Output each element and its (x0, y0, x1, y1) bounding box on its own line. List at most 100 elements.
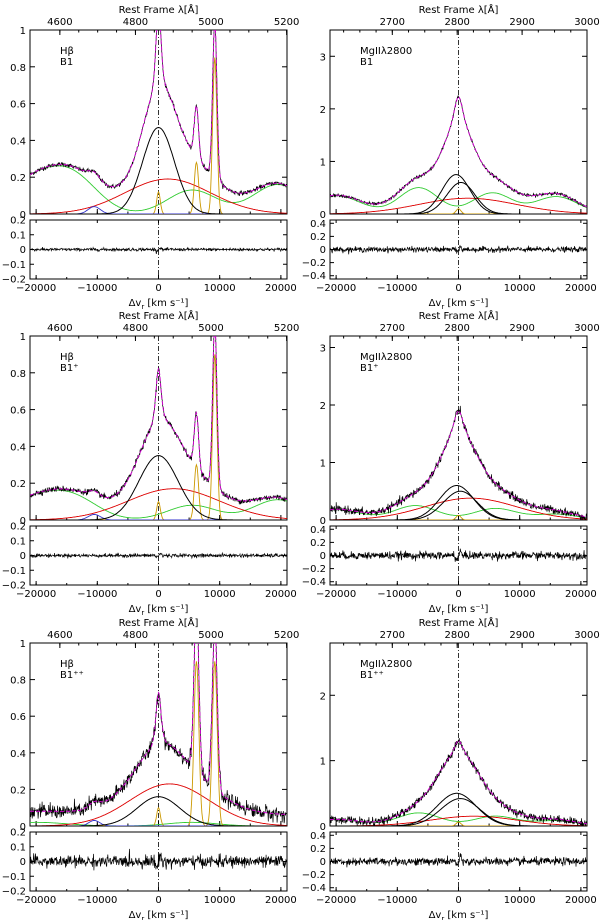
broad-component-line (330, 485, 587, 520)
y-tick-label: 0 (320, 822, 326, 833)
y-tick-label: 0 (20, 516, 26, 527)
plot-area (330, 738, 587, 826)
model-fit-line (330, 96, 587, 208)
plot-area (30, 643, 287, 826)
y-tick-label: 1 (320, 757, 326, 768)
top-tick-label: 4800 (123, 17, 148, 28)
residual-line (330, 244, 587, 255)
residual-line (330, 548, 587, 562)
broad-component-line (330, 490, 587, 520)
narrow-component-line (330, 514, 587, 520)
resid-y-tick-label: 0.2 (310, 538, 326, 549)
top-tick-label: 3000 (574, 630, 599, 641)
narrow-component-line (30, 806, 287, 826)
panel-bin-name: B1⁺⁺ (360, 670, 384, 681)
y-tick-label: 3 (320, 52, 326, 63)
top-tick-label: 4600 (47, 17, 72, 28)
feii-template-line (330, 812, 587, 825)
x-axis-title: Δvr [km s⁻¹] (429, 604, 489, 617)
model-fit-line (30, 30, 287, 194)
x-axis-title-units: [km s⁻¹] (444, 910, 488, 920)
top-tick-label: 5200 (274, 630, 299, 641)
x-axis-title: Δvr [km s⁻¹] (129, 604, 189, 617)
top-axis-title: Rest Frame λ[Å] (119, 3, 199, 16)
top-axis-title: Rest Frame λ[Å] (119, 616, 199, 629)
residual-line (330, 853, 587, 868)
x-axis-title: Δvr [km s⁻¹] (429, 910, 489, 920)
resid-y-tick-label: 0.4 (310, 219, 326, 230)
broad-component-line (330, 174, 587, 214)
very-broad-component-line (30, 488, 287, 520)
resid-y-tick-label: 0.4 (310, 831, 326, 842)
top-axis-title: Rest Frame λ[Å] (419, 616, 499, 629)
y-tick-label: 0 (20, 822, 26, 833)
broad-component-line (30, 796, 287, 826)
y-tick-label: 0.2 (10, 479, 26, 490)
broad-component-line (330, 182, 587, 214)
very-broad-component-line (330, 197, 587, 214)
resid-y-tick-label: 0 (320, 245, 326, 256)
top-tick-label: 3000 (574, 17, 599, 28)
y-tick-label: 1 (320, 459, 326, 470)
observed-spectrum-line (30, 643, 287, 824)
model-fit-line (330, 410, 587, 518)
resid-y-tick-label: 0 (320, 857, 326, 868)
panel-line-name: MgIIλ2800 (360, 46, 412, 57)
x-tick-label: 0 (155, 895, 161, 906)
very-broad-component-line (330, 497, 587, 520)
x-tick-label: −20000 (316, 589, 356, 600)
feii-template-line (330, 187, 587, 209)
x-axis-title-main: Δv (429, 910, 442, 920)
top-tick-label: 5000 (198, 323, 223, 334)
resid-y-tick-label: −0.2 (2, 887, 26, 898)
resid-y-tick-label: −0.4 (302, 271, 326, 282)
x-tick-label: 0 (155, 283, 161, 294)
x-axis-title: Δvr [km s⁻¹] (429, 298, 489, 311)
resid-y-tick-label: −0.4 (302, 883, 326, 894)
plot-area (330, 405, 587, 520)
x-tick-label: 0 (455, 589, 461, 600)
panel-line-name: Hβ (60, 352, 74, 363)
x-tick-label: 20000 (265, 895, 297, 906)
observed-spectrum-line (330, 738, 587, 826)
broad-component-line (30, 126, 287, 214)
x-tick-label: 0 (455, 283, 461, 294)
model-fit-line (330, 740, 587, 825)
x-tick-label: 0 (455, 895, 461, 906)
x-tick-label: −20000 (316, 895, 356, 906)
x-tick-label: −20000 (16, 283, 56, 294)
top-tick-label: 2900 (509, 17, 534, 28)
x-axis-title-sub: r (141, 303, 144, 311)
top-tick-label: 4600 (47, 630, 72, 641)
panel-bin-name: B1 (360, 57, 373, 68)
feii-template-line (30, 165, 287, 212)
broad-component-line (30, 455, 287, 520)
y-tick-label: 1 (20, 26, 26, 37)
x-axis-title-sub: r (441, 915, 444, 920)
top-tick-label: 2800 (444, 17, 469, 28)
resid-y-tick-label: 0.4 (310, 525, 326, 536)
x-tick-label: −20000 (316, 283, 356, 294)
x-axis-title-units: [km s⁻¹] (144, 604, 188, 615)
resid-y-tick-label: 0.1 (10, 536, 26, 547)
panel-5: −20000 −10000 0 10000 20000 4600 4800 5000 5200 R… (2, 616, 300, 920)
plot-area (330, 95, 587, 214)
top-tick-label: 2700 (380, 323, 405, 334)
y-tick-label: 2 (320, 401, 326, 412)
top-tick-label: 2900 (509, 630, 534, 641)
broad-component-line (330, 792, 587, 826)
x-tick-label: 20000 (565, 589, 597, 600)
resid-y-tick-label: 0 (20, 857, 26, 868)
narrow-component-line (330, 208, 587, 214)
residual-line (30, 848, 287, 871)
resid-y-tick-label: −0.2 (302, 258, 326, 269)
x-tick-label: 20000 (565, 895, 597, 906)
x-axis-title-sub: r (141, 609, 144, 617)
resid-y-tick-label: 0.2 (10, 216, 26, 227)
panel-bin-name: B1⁺ (60, 363, 79, 374)
resid-y-tick-label: 0.1 (10, 842, 26, 853)
very-broad-component-line (30, 783, 287, 826)
resid-y-tick-label: −0.2 (302, 564, 326, 575)
panel-bin-name: B1⁺⁺ (60, 670, 84, 681)
